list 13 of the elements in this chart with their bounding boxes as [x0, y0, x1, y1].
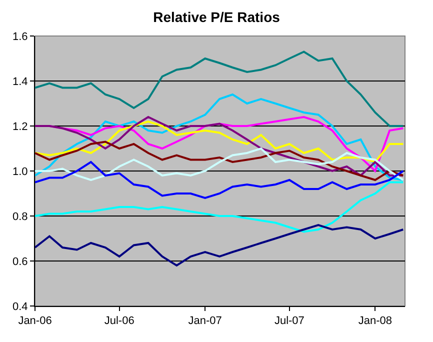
y-tick-label: 0.8 — [12, 210, 28, 223]
y-tick-label: 0.6 — [12, 256, 28, 268]
y-tick-label: 0.4 — [12, 300, 28, 313]
x-tick-label: Jul-07 — [274, 315, 304, 328]
x-tick-label: Jan-06 — [18, 315, 52, 328]
x-tick-label: Jul-06 — [104, 315, 134, 328]
y-tick-label: 1.0 — [12, 166, 28, 178]
chart-title: Relative P/E Ratios — [153, 8, 280, 25]
y-tick-label: 1.2 — [12, 120, 28, 133]
y-tick-label: 1.4 — [12, 76, 28, 88]
y-tick-label: 1.6 — [12, 30, 28, 43]
x-tick-label: Jan-07 — [188, 315, 222, 328]
x-tick-label: Jan-08 — [358, 315, 392, 328]
